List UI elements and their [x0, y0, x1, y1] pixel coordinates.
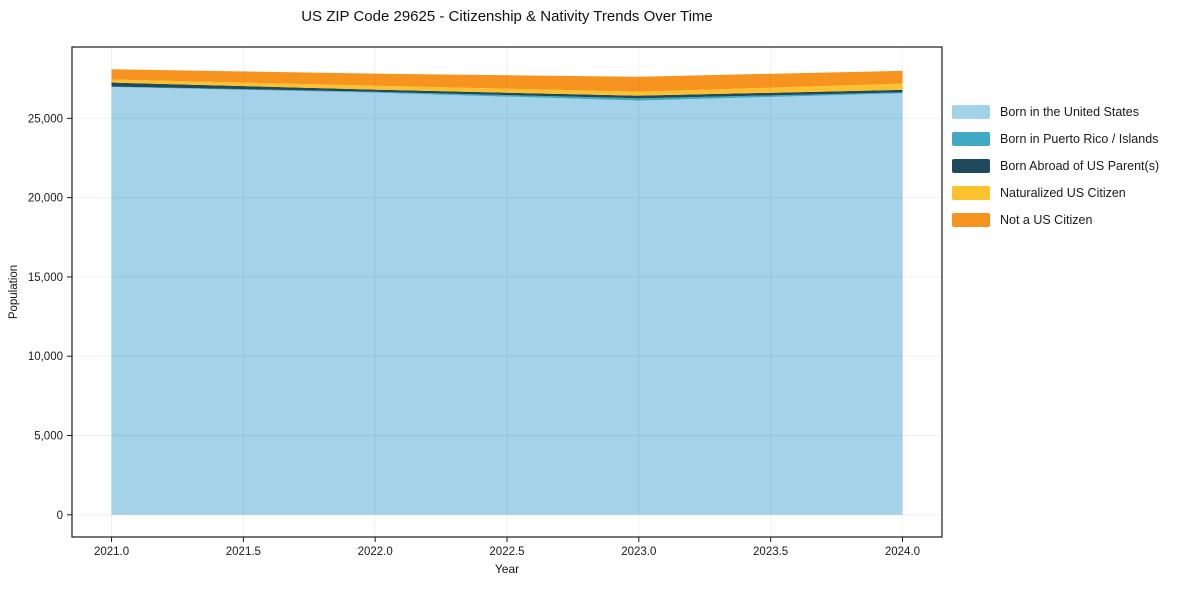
- legend-swatch: [952, 159, 990, 173]
- x-tick-label: 2021.5: [226, 546, 261, 558]
- legend-label: Born in Puerto Rico / Islands: [1000, 132, 1159, 146]
- x-tick-label: 2022.5: [489, 546, 524, 558]
- legend-label: Naturalized US Citizen: [1000, 186, 1126, 200]
- y-tick-label: 20,000: [28, 193, 63, 205]
- x-tick-label: 2021.0: [94, 546, 129, 558]
- area-series-3: [111, 79, 903, 96]
- legend-swatch: [952, 213, 990, 227]
- y-tick-label: 10,000: [28, 351, 63, 363]
- legend: Born in the United States Born in Puerto …: [952, 105, 1159, 240]
- legend-item: Not a US Citizen: [952, 213, 1159, 227]
- area-series-4: [111, 69, 903, 92]
- x-tick-label: 2023.0: [621, 546, 656, 558]
- legend-item: Naturalized US Citizen: [952, 186, 1159, 200]
- y-tick-label: 5,000: [34, 431, 63, 443]
- x-tick-label: 2024.0: [885, 546, 920, 558]
- area-series-0: [111, 86, 903, 515]
- area-series-2: [111, 82, 903, 99]
- y-tick-label: 25,000: [28, 113, 63, 125]
- chart-title: US ZIP Code 29625 - Citizenship & Nativi…: [301, 8, 713, 25]
- x-axis-label: Year: [494, 562, 520, 576]
- legend-item: Born Abroad of US Parent(s): [952, 159, 1159, 173]
- legend-item: Born in the United States: [952, 105, 1159, 119]
- y-tick-label: 0: [57, 510, 63, 522]
- legend-label: Born in the United States: [1000, 105, 1139, 119]
- legend-label: Born Abroad of US Parent(s): [1000, 159, 1160, 173]
- legend-swatch: [952, 132, 990, 146]
- legend-swatch: [952, 186, 990, 200]
- legend-item: Born in Puerto Rico / Islands: [952, 132, 1159, 146]
- x-tick-label: 2023.5: [753, 546, 788, 558]
- area-series-1: [111, 86, 903, 101]
- x-tick-label: 2022.0: [358, 546, 393, 558]
- y-tick-label: 15,000: [28, 272, 63, 284]
- legend-swatch: [952, 105, 990, 119]
- legend-label: Not a US Citizen: [1000, 213, 1093, 227]
